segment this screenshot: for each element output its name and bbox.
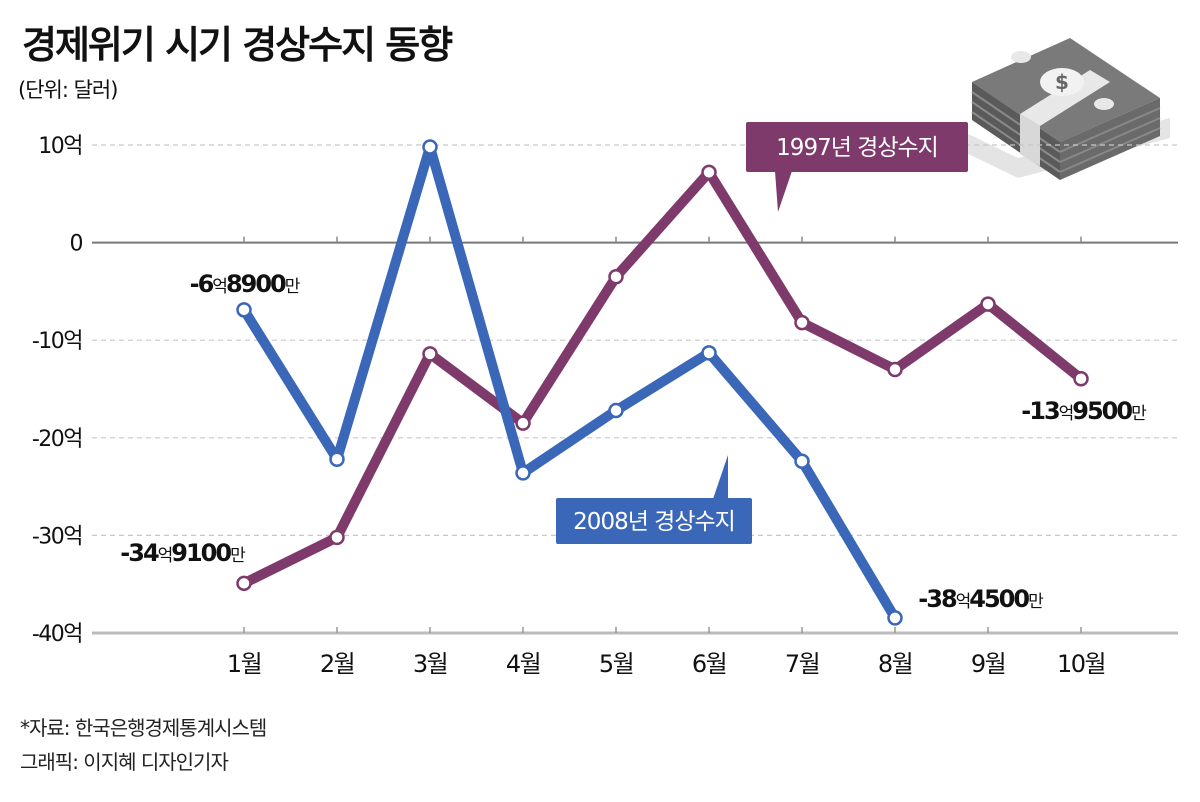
source-note: *자료: 한국은행경제통계시스템 (20, 716, 267, 740)
series-line-1997 (239, 167, 1086, 589)
x-tick-label: 10월 (1057, 650, 1105, 678)
y-axis-ticks: 10억 0 -10억 -20억 -30억 -40억 (32, 134, 84, 647)
y-tick-label: -30억 (32, 524, 82, 549)
data-label-part: 만 (1131, 404, 1147, 424)
data-label-part: -6 (190, 270, 214, 298)
data-point (236, 575, 252, 592)
grid-lines (92, 144, 1178, 635)
data-label-part: -38 (918, 585, 957, 613)
data-label: -34억9100만 (120, 539, 246, 567)
x-tick-label: 1월 (227, 650, 261, 678)
data-label-part: 억 (956, 592, 970, 612)
x-tick-label: 2월 (320, 650, 354, 678)
data-point (701, 345, 717, 361)
data-label-part: 만 (230, 546, 246, 566)
data-label-part: 만 (1028, 592, 1044, 612)
data-point (887, 610, 903, 626)
unit-label: (단위: 달러) (18, 78, 118, 102)
x-tick-label: 6월 (692, 650, 726, 678)
data-annotations: -6억8900만-34억9100만-38억4500만-13억9500만 (120, 270, 1149, 613)
graphic-credit: 그래픽: 이지혜 디자인기자 (20, 750, 229, 774)
series-line-2008 (239, 141, 900, 623)
data-point (515, 415, 531, 431)
data-point (1073, 371, 1089, 387)
data-point (329, 451, 345, 468)
series-lines (236, 139, 1089, 626)
x-tick-label: 3월 (413, 650, 447, 678)
data-label-part: 4500 (969, 585, 1029, 613)
data-point (329, 529, 345, 546)
dollar-sign: $ (1055, 70, 1069, 94)
data-label-part: 억 (1059, 404, 1073, 424)
y-tick-label: -20억 (32, 427, 82, 452)
data-label-part: 억 (158, 546, 172, 566)
data-point (701, 164, 717, 181)
data-point (515, 465, 531, 481)
legend-callout-2008: 2008년 경상수지 (556, 455, 752, 544)
x-tick-label: 4월 (506, 650, 540, 678)
y-tick-label: 0 (70, 232, 83, 257)
data-point (980, 296, 996, 312)
x-tick-label: 7월 (785, 650, 819, 678)
x-tick-label: 5월 (599, 650, 633, 678)
y-tick-label: 10억 (38, 134, 82, 159)
x-axis-ticks: 1월 2월 3월 4월 5월 6월 7월 8월 9월 10월 (227, 236, 1107, 678)
legend-label-1997: 1997년 경상수지 (776, 135, 938, 161)
y-tick-label: -40억 (32, 622, 82, 647)
data-point (422, 346, 438, 362)
data-point (887, 361, 903, 378)
legend-callout-1997: 1997년 경상수지 (746, 122, 968, 212)
money-stack-icon: $ (960, 38, 1170, 180)
data-label-part: -34 (120, 539, 159, 567)
data-point (794, 453, 810, 469)
data-point (422, 139, 438, 155)
data-label-part: 만 (285, 277, 301, 297)
data-point (236, 302, 252, 318)
data-label-part: 억 (212, 277, 226, 297)
legend-label-2008: 2008년 경상수지 (573, 509, 735, 535)
data-point (794, 314, 810, 331)
data-point (608, 269, 624, 285)
data-label-part: -13 (1021, 397, 1059, 425)
x-tick-label: 8월 (878, 650, 912, 678)
data-point (608, 402, 624, 419)
data-label-part: 9100 (171, 539, 231, 567)
chart-title: 경제위기 시기 경상수지 동향 (22, 23, 453, 67)
x-tick-label: 9월 (971, 650, 1005, 678)
y-tick-label: -10억 (32, 329, 82, 354)
data-label: -6억8900만 (190, 270, 301, 298)
data-label: -13억9500만 (1021, 397, 1147, 425)
data-label-part: 9500 (1072, 397, 1132, 425)
data-label: -38억4500만 (918, 585, 1044, 613)
data-label-part: 8900 (226, 270, 286, 298)
